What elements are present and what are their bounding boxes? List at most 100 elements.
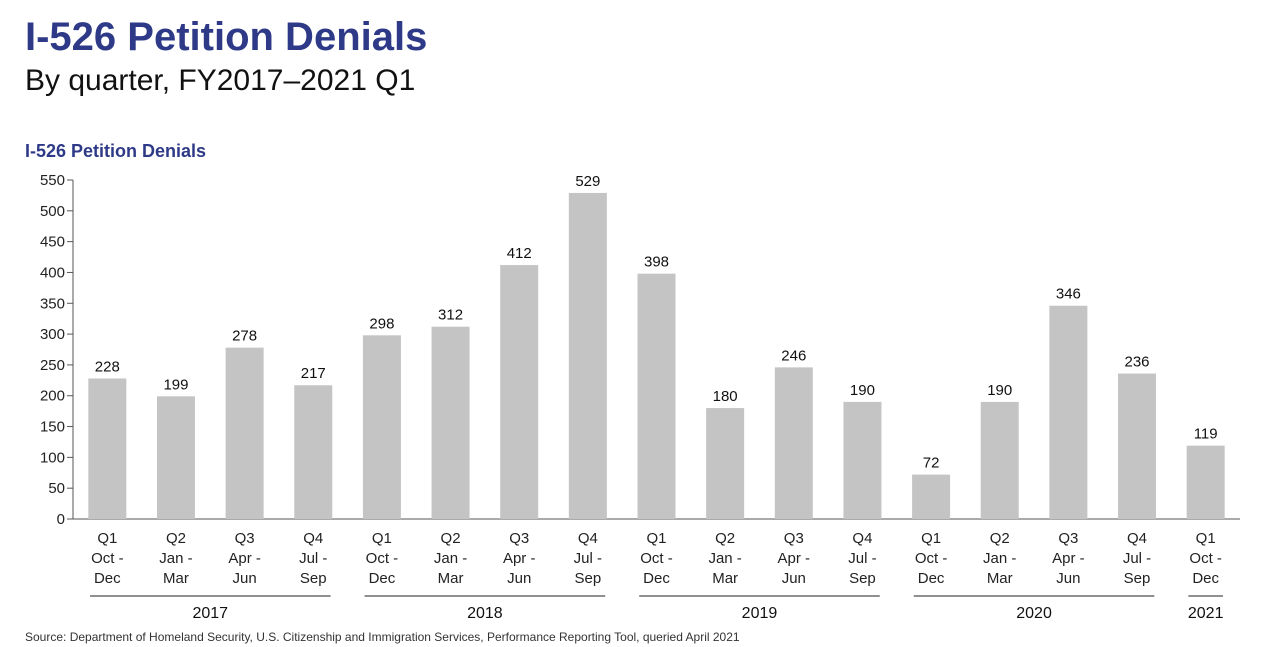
y-tick-label: 150 (40, 419, 65, 436)
bar (431, 326, 470, 519)
x-tick-label-quarter: Q1 (1196, 530, 1216, 547)
x-tick-label-months: Jul - (574, 550, 602, 567)
bar (225, 347, 264, 519)
bar (568, 192, 607, 519)
year-group-label: 2020 (1016, 605, 1052, 622)
bar (294, 385, 333, 519)
data-label: 529 (575, 173, 600, 190)
x-tick-label-months-end: Mar (712, 570, 738, 587)
x-tick-label-quarter: Q3 (1058, 530, 1078, 547)
x-tick-label-quarter: Q2 (166, 530, 186, 547)
x-tick-label-months-end: Sep (575, 570, 602, 587)
data-label: 190 (987, 382, 1012, 399)
y-tick-label: 0 (57, 511, 65, 528)
data-label: 180 (713, 388, 738, 405)
data-label: 246 (781, 347, 806, 364)
bar (774, 367, 813, 519)
x-tick-label-quarter: Q4 (1127, 530, 1147, 547)
x-tick-label-months: Oct - (366, 550, 399, 567)
y-tick-label: 50 (48, 480, 65, 497)
x-tick-label-months-end: Jun (233, 570, 257, 587)
x-tick-label-quarter: Q2 (441, 530, 461, 547)
y-tick-label: 250 (40, 357, 65, 374)
x-tick-label-months: Oct - (640, 550, 673, 567)
chart-title: I-526 Petition Denials (25, 141, 207, 161)
source-note: Source: Department of Homeland Security,… (25, 630, 740, 644)
bar (500, 265, 539, 519)
data-label: 298 (369, 315, 394, 332)
bar (980, 401, 1019, 519)
x-tick-label-months-end: Jun (507, 570, 531, 587)
y-tick-label: 350 (40, 295, 65, 312)
year-group-label: 2017 (192, 605, 228, 622)
data-label: 312 (438, 307, 463, 324)
x-tick-label-quarter: Q4 (852, 530, 872, 547)
x-tick-label-quarter: Q2 (990, 530, 1010, 547)
x-tick-label-months: Jul - (299, 550, 327, 567)
x-tick-label-months-end: Jun (782, 570, 806, 587)
x-tick-label-months: Oct - (915, 550, 948, 567)
x-tick-label-months-end: Jun (1056, 570, 1080, 587)
data-label: 119 (1194, 426, 1218, 443)
x-tick-label-months-end: Mar (987, 570, 1013, 587)
x-tick-label-months-end: Dec (369, 570, 396, 587)
bar (1118, 373, 1157, 519)
y-tick-label: 400 (40, 264, 65, 281)
x-tick-label-quarter: Q1 (921, 530, 941, 547)
page-subtitle: By quarter, FY2017–2021 Q1 (25, 64, 416, 97)
x-tick-label-quarter: Q1 (646, 530, 666, 547)
y-tick-label: 200 (40, 388, 65, 405)
bar (156, 396, 195, 519)
x-tick-label-quarter: Q1 (372, 530, 392, 547)
x-tick-label-months: Oct - (91, 550, 124, 567)
data-label: 190 (850, 382, 875, 399)
bar (1049, 305, 1088, 519)
x-tick-label-months: Apr - (503, 550, 536, 567)
x-tick-label-months-end: Dec (1192, 570, 1219, 587)
x-tick-label-quarter: Q4 (303, 530, 323, 547)
x-tick-label-quarter: Q3 (784, 530, 804, 547)
data-label: 72 (923, 455, 940, 472)
x-tick-label-months-end: Sep (300, 570, 327, 587)
y-tick-label: 300 (40, 326, 65, 343)
data-label: 217 (301, 365, 326, 382)
bar (637, 273, 676, 519)
data-label: 228 (95, 358, 120, 375)
y-tick-label: 550 (40, 172, 65, 189)
y-tick-label: 450 (40, 234, 65, 251)
year-group-label: 2019 (742, 605, 778, 622)
data-label: 236 (1125, 354, 1150, 371)
year-group-label: 2018 (467, 605, 503, 622)
bar (912, 474, 951, 519)
x-tick-label-quarter: Q3 (509, 530, 529, 547)
x-tick-label-months: Jul - (1123, 550, 1151, 567)
x-tick-label-months: Oct - (1189, 550, 1222, 567)
data-label: 199 (163, 376, 188, 393)
x-tick-label-months-end: Sep (849, 570, 876, 587)
bar (362, 335, 401, 519)
x-tick-label-months: Apr - (1052, 550, 1085, 567)
x-tick-label-months: Apr - (228, 550, 261, 567)
data-label: 278 (232, 328, 257, 345)
bar (1186, 445, 1225, 519)
year-group-label: 2021 (1188, 605, 1224, 622)
x-tick-label-months-end: Sep (1124, 570, 1151, 587)
data-label: 412 (507, 245, 532, 262)
x-tick-label-months: Jan - (708, 550, 741, 567)
y-tick-label: 500 (40, 203, 65, 220)
x-tick-label-quarter: Q2 (715, 530, 735, 547)
x-tick-label-quarter: Q1 (97, 530, 117, 547)
x-tick-label-months: Jan - (159, 550, 192, 567)
bar (843, 401, 882, 519)
x-tick-label-months-end: Mar (438, 570, 464, 587)
page-title: I-526 Petition Denials (25, 15, 428, 59)
x-tick-label-months: Jan - (983, 550, 1016, 567)
data-label: 398 (644, 254, 669, 271)
bar (88, 378, 127, 519)
x-tick-label-months: Apr - (778, 550, 811, 567)
x-tick-label-quarter: Q3 (235, 530, 255, 547)
y-tick-label: 100 (40, 449, 65, 466)
x-tick-label-months: Jan - (434, 550, 467, 567)
x-tick-label-quarter: Q4 (578, 530, 598, 547)
data-label: 346 (1056, 286, 1081, 303)
